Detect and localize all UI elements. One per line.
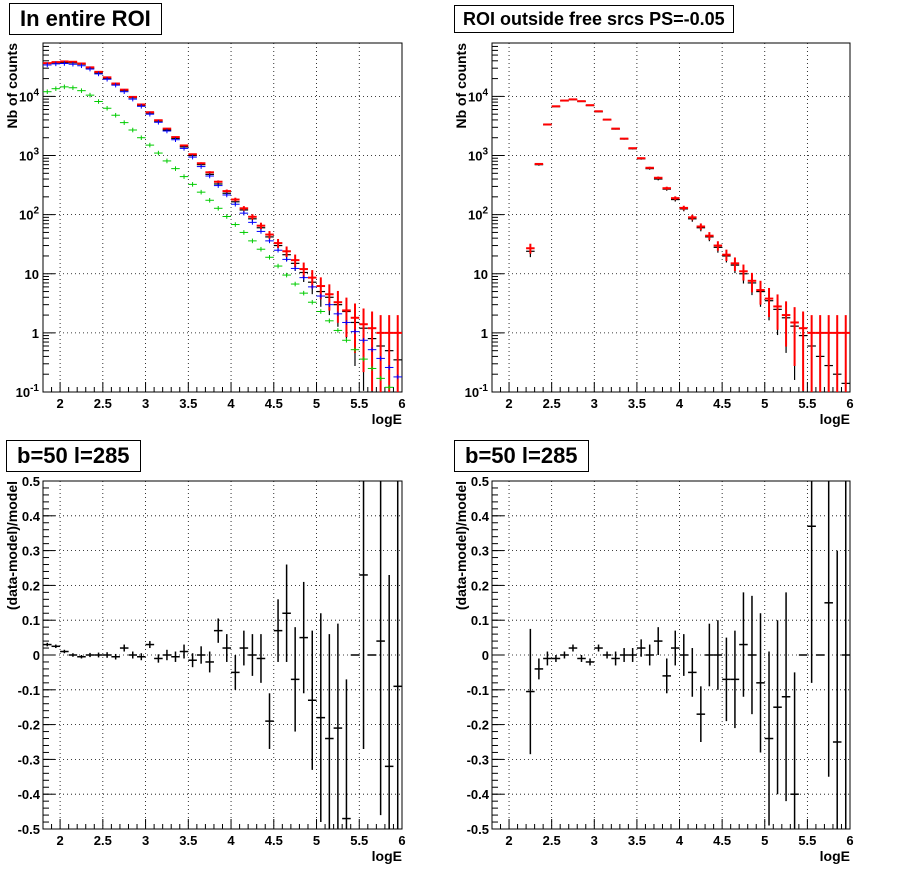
- series-black_errorbars: [526, 481, 850, 829]
- x-tick-label: 4: [227, 396, 235, 411]
- y-tick-label: 0.3: [22, 544, 40, 559]
- x-tick-label: 5: [313, 396, 320, 411]
- x-tick-label: 4: [676, 833, 684, 848]
- y-tick-label: 0.5: [22, 474, 40, 489]
- x-tick-label: 6: [846, 833, 853, 848]
- y-tick-label: 10-1: [16, 383, 40, 400]
- series-black_errorbars: [43, 61, 402, 392]
- y-tick-label: -0.5: [467, 822, 489, 837]
- x-tick-label: 3: [142, 833, 149, 848]
- x-tick-label: 4: [227, 833, 235, 848]
- x-tick-label: 2: [505, 396, 512, 411]
- y-axis-title: (data-model)/model: [453, 481, 469, 610]
- x-tick-label: 2.5: [94, 396, 112, 411]
- x-axis-title: logE: [820, 848, 850, 864]
- series-red_errorbars: [43, 60, 402, 392]
- x-tick-label: 5: [761, 833, 768, 848]
- x-axis-title: logE: [372, 411, 402, 427]
- x-tick-label: 5: [313, 833, 320, 848]
- y-tick-label: 0.5: [471, 474, 489, 489]
- series-black_errorbars: [43, 481, 402, 829]
- y-tick-label: 104: [468, 87, 488, 104]
- x-tick-label: 4.5: [265, 833, 283, 848]
- x-axis-title: logE: [820, 411, 850, 427]
- panel-1-title: In entire ROI: [9, 3, 162, 35]
- x-tick-label: 5.5: [798, 396, 816, 411]
- x-tick-label: 6: [398, 833, 405, 848]
- y-tick-label: -0.3: [18, 752, 40, 767]
- panel-4-title: b=50 l=285: [454, 440, 589, 472]
- x-tick-label: 5.5: [350, 833, 368, 848]
- y-tick-label: 0.3: [471, 544, 489, 559]
- y-tick-label: 0.1: [22, 613, 40, 628]
- y-tick-label: -0.4: [18, 787, 41, 802]
- series-blue_line: [43, 61, 402, 380]
- x-tick-label: 2: [56, 396, 63, 411]
- x-tick-label: 2.5: [543, 396, 561, 411]
- x-tick-label: 3.5: [628, 396, 646, 411]
- x-tick-label: 3: [591, 396, 598, 411]
- y-tick-label: 103: [19, 147, 39, 164]
- y-tick-label: 10-1: [465, 383, 489, 400]
- x-tick-label: 5.5: [350, 396, 368, 411]
- series-black_errorbars: [526, 99, 850, 392]
- x-tick-label: 5.5: [798, 833, 816, 848]
- y-tick-label: -0.4: [467, 787, 490, 802]
- y-tick-label: 1: [481, 326, 488, 341]
- x-tick-label: 2.5: [94, 833, 112, 848]
- x-tick-label: 2: [505, 833, 512, 848]
- y-tick-label: 0.2: [22, 578, 40, 593]
- x-tick-label: 3: [591, 833, 598, 848]
- panel-3-title: b=50 l=285: [6, 440, 141, 472]
- y-axis-title: Nb of counts: [453, 43, 469, 129]
- y-tick-label: 10: [25, 267, 39, 282]
- x-tick-label: 4: [676, 396, 684, 411]
- x-tick-label: 4.5: [265, 396, 283, 411]
- x-tick-label: 2: [56, 833, 63, 848]
- x-tick-label: 4.5: [713, 396, 731, 411]
- y-tick-label: 0.4: [22, 509, 41, 524]
- y-tick-label: 102: [19, 206, 39, 223]
- y-tick-label: 102: [468, 206, 488, 223]
- y-axis-title: (data-model)/model: [4, 481, 20, 610]
- plot-frame: [491, 42, 851, 393]
- series-green_line: [43, 84, 394, 390]
- y-tick-label: -0.2: [467, 718, 489, 733]
- y-tick-label: 0: [33, 648, 40, 663]
- y-tick-label: -0.2: [18, 718, 40, 733]
- y-tick-label: 0.4: [471, 509, 490, 524]
- y-tick-label: 0.1: [471, 613, 489, 628]
- y-tick-label: 10: [474, 267, 488, 282]
- y-tick-label: 103: [468, 147, 488, 164]
- y-tick-label: -0.1: [467, 683, 489, 698]
- x-tick-label: 6: [846, 396, 853, 411]
- y-axis-title: Nb of counts: [4, 43, 20, 129]
- y-tick-label: 0.2: [471, 578, 489, 593]
- x-tick-label: 3.5: [628, 833, 646, 848]
- x-tick-label: 4.5: [713, 833, 731, 848]
- y-tick-label: -0.1: [18, 683, 40, 698]
- y-tick-label: 0: [482, 648, 489, 663]
- x-axis-title: logE: [372, 848, 402, 864]
- panel-2-title: ROI outside free srcs PS=-0.05: [454, 5, 734, 33]
- x-tick-label: 3.5: [179, 396, 197, 411]
- x-tick-label: 3.5: [179, 833, 197, 848]
- x-tick-label: 5: [761, 396, 768, 411]
- x-tick-label: 3: [142, 396, 149, 411]
- plot-frame: [42, 42, 403, 393]
- y-tick-label: -0.3: [467, 752, 489, 767]
- series-red_errorbars: [526, 98, 850, 392]
- y-tick-label: 1: [32, 326, 39, 341]
- x-tick-label: 6: [398, 396, 405, 411]
- y-tick-label: 104: [19, 87, 39, 104]
- y-tick-label: -0.5: [18, 822, 40, 837]
- x-tick-label: 2.5: [543, 833, 561, 848]
